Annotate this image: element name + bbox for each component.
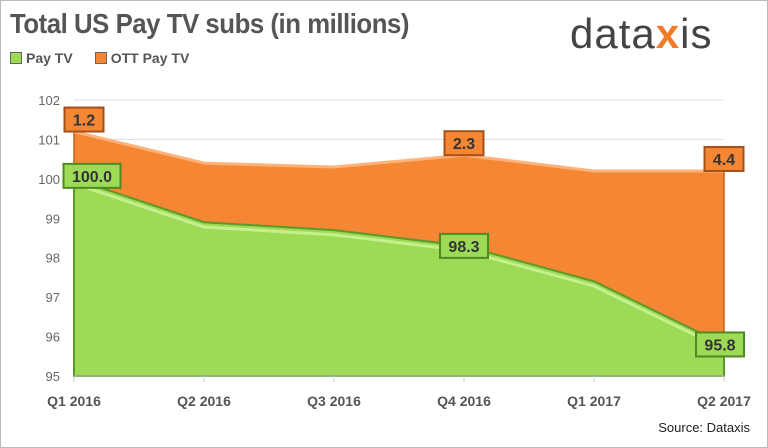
legend-label: OTT Pay TV — [110, 50, 190, 66]
y-tick-label: 98 — [46, 251, 60, 266]
chart-title: Total US Pay TV subs (in millions) — [10, 8, 409, 39]
y-tick-label: 102 — [38, 93, 60, 108]
data-label-pay-tv-box — [62, 162, 122, 189]
legend-item-ott: OTT Pay TV — [94, 50, 190, 66]
legend-swatch-pay-tv — [10, 52, 22, 64]
data-label-pay-tv-box — [439, 232, 489, 259]
data-label-ott: 1.2 — [73, 113, 95, 130]
legend: Pay TV OTT Pay TV — [10, 50, 189, 66]
x-tick-label: Q2 2017 — [697, 393, 751, 409]
dataxis-logo: dataxis — [570, 10, 712, 58]
legend-item-pay-tv: Pay TV — [10, 50, 73, 66]
data-label-pay-tv: 98.3 — [448, 239, 479, 256]
data-label-ott-box — [703, 145, 745, 172]
y-tick-label: 99 — [46, 211, 60, 226]
x-tick-label: Q1 2017 — [567, 393, 621, 409]
data-label-ott: 4.4 — [713, 152, 735, 169]
data-label-ott-box — [63, 106, 105, 133]
logo-part: x — [655, 10, 681, 57]
source-note: Source: Dataxis — [658, 420, 750, 435]
data-label-pay-tv: 95.8 — [704, 337, 735, 354]
y-tick-label: 95 — [46, 369, 60, 384]
data-label-pay-tv-box — [695, 331, 745, 358]
x-tick-label: Q1 2016 — [47, 393, 101, 409]
y-tick-label: 101 — [38, 132, 60, 147]
x-tick-label: Q4 2016 — [437, 393, 491, 409]
logo-part: is — [680, 10, 713, 57]
area-ott-highlight — [73, 130, 724, 173]
x-tick-label: Q3 2016 — [307, 393, 361, 409]
legend-swatch-ott — [94, 52, 107, 64]
y-tick-label: 96 — [46, 330, 60, 345]
y-tick-label: 97 — [46, 290, 60, 305]
logo-part: data — [570, 10, 656, 57]
data-label-ott: 2.3 — [453, 136, 475, 153]
data-label-pay-tv: 100.0 — [72, 169, 112, 186]
x-tick-label: Q2 2016 — [177, 393, 231, 409]
legend-label: Pay TV — [26, 50, 73, 66]
data-label-ott-box — [443, 130, 485, 157]
y-tick-label: 100 — [38, 172, 60, 187]
area-pay-tv-highlight — [73, 182, 725, 351]
